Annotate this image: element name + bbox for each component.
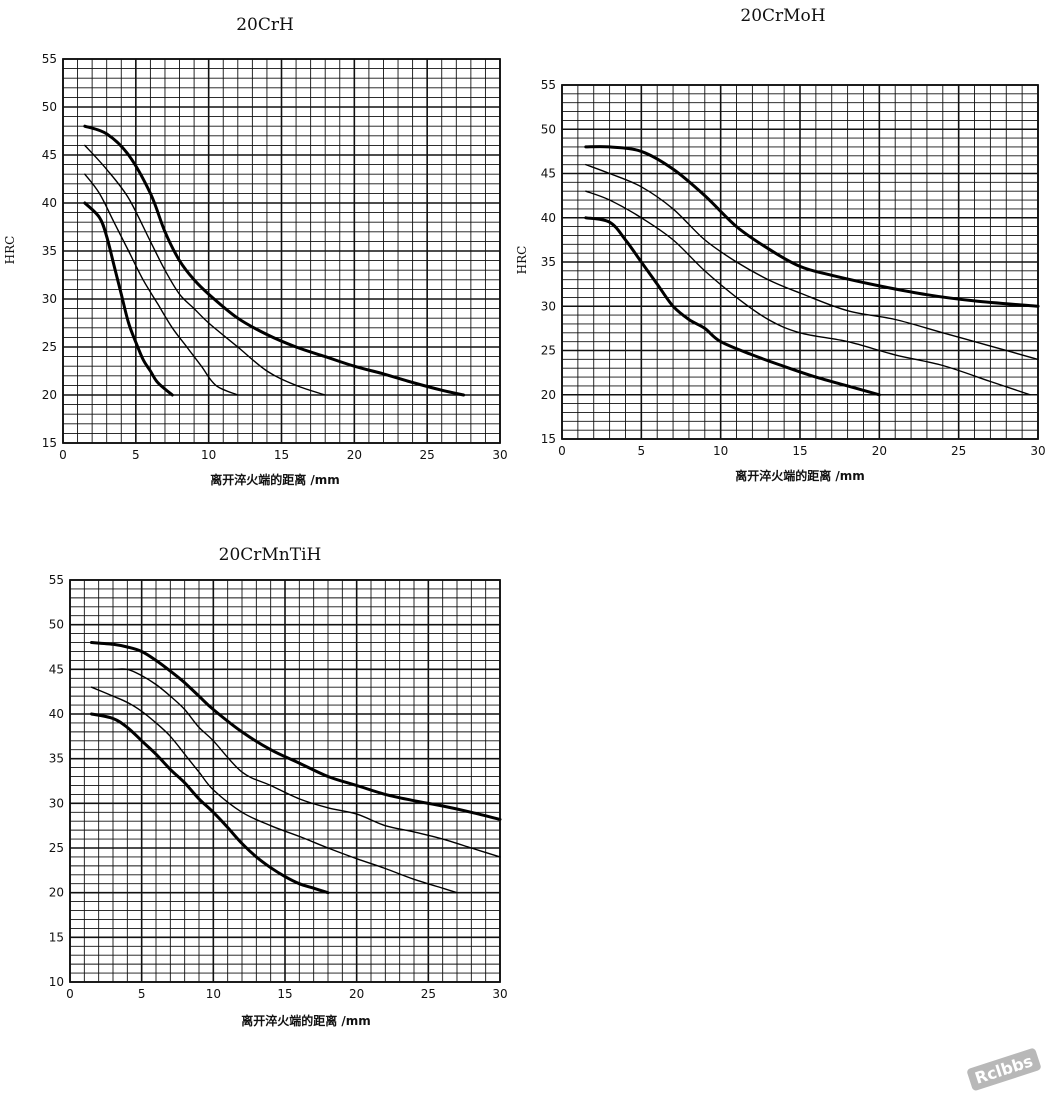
- x-tick-label: 20: [347, 448, 362, 462]
- series-line-1: [84, 144, 326, 396]
- chart-0: 0 5 10 15 20 25 30 15 20 25 30 35 40 45 50 55 20CrH 离开淬火端…: [3, 15, 508, 487]
- x-tick-label: 10: [713, 444, 728, 458]
- chart-title: 20CrMoH: [740, 6, 825, 26]
- x-tick-label: 20: [349, 987, 364, 1001]
- plot-frame: [69, 579, 501, 983]
- y-axis-label: HRC: [515, 246, 529, 275]
- x-tick-label: 30: [492, 987, 507, 1001]
- x-tick-label: 0: [66, 987, 74, 1001]
- plot-frame: [62, 58, 501, 444]
- plot-frame: [561, 84, 1039, 440]
- x-axis-label: 离开淬火端的距离 /mm: [210, 472, 340, 487]
- x-tick-label: 20: [872, 444, 887, 458]
- y-tick-label: 20: [42, 388, 57, 402]
- y-tick-label: 25: [42, 340, 57, 354]
- y-tick-label: 50: [541, 122, 556, 136]
- chart-1: 0 5 10 15 20 25 30 15 20 25 30 35 40 45 50 55 20CrMoH 离开淬…: [515, 6, 1046, 483]
- y-tick-label: 35: [49, 752, 64, 766]
- y-tick-label: 40: [42, 196, 57, 210]
- series-line-3: [83, 201, 174, 397]
- series-line-3: [90, 712, 330, 895]
- y-tick-label: 15: [49, 930, 64, 944]
- y-tick-label: 45: [42, 148, 57, 162]
- y-tick-label: 35: [42, 244, 57, 258]
- x-tick-label: 5: [132, 448, 140, 462]
- y-tick-label: 55: [541, 78, 556, 92]
- y-tick-label: 40: [49, 707, 64, 721]
- series-line-3: [584, 216, 881, 397]
- chart-2: 0 5 10 15 20 25 30 10 15 20 25 30 35 40 45 50 55 20CrMnTi…: [49, 545, 508, 1028]
- series-line-2: [84, 173, 239, 396]
- x-tick-label: 0: [558, 444, 566, 458]
- x-tick-label: 10: [206, 987, 221, 1001]
- x-tick-label: 15: [792, 444, 807, 458]
- y-tick-label: 45: [49, 662, 64, 676]
- series-line-1: [585, 163, 1039, 361]
- y-tick-label: 35: [541, 255, 556, 269]
- x-tick-label: 30: [492, 448, 507, 462]
- chart-title: 20CrMnTiH: [219, 545, 322, 565]
- x-tick-label: 25: [420, 448, 435, 462]
- x-tick-label: 25: [421, 987, 436, 1001]
- y-tick-label: 30: [42, 292, 57, 306]
- x-axis-label: 离开淬火端的距离 /mm: [735, 468, 865, 483]
- x-tick-label: 5: [138, 987, 146, 1001]
- grid: [561, 84, 1039, 440]
- y-tick-label: 25: [49, 841, 64, 855]
- x-tick-label: 25: [951, 444, 966, 458]
- y-tick-label: 40: [541, 211, 556, 225]
- series-line-2: [90, 686, 458, 894]
- y-tick-label: 25: [541, 344, 556, 358]
- y-tick-label: 30: [541, 299, 556, 313]
- series-line-0: [90, 641, 502, 821]
- series-line-0: [83, 124, 466, 397]
- y-tick-label: 15: [541, 432, 556, 446]
- y-tick-label: 55: [42, 52, 57, 66]
- y-tick-label: 20: [541, 388, 556, 402]
- chart-title: 20CrH: [236, 15, 294, 35]
- y-tick-label: 30: [49, 796, 64, 810]
- series-line-2: [585, 190, 1031, 396]
- series-line-1: [112, 668, 501, 858]
- x-tick-label: 0: [59, 448, 67, 462]
- y-axis-label: HRC: [3, 236, 17, 265]
- y-tick-label: 50: [42, 100, 57, 114]
- x-tick-label: 30: [1030, 444, 1045, 458]
- y-tick-label: 20: [49, 886, 64, 900]
- y-tick-label: 55: [49, 573, 64, 587]
- x-tick-label: 15: [277, 987, 292, 1001]
- x-axis-label: 离开淬火端的距离 /mm: [241, 1013, 371, 1028]
- x-tick-label: 10: [201, 448, 216, 462]
- y-tick-label: 45: [541, 167, 556, 181]
- x-tick-label: 15: [274, 448, 289, 462]
- y-tick-label: 10: [49, 975, 64, 989]
- grid: [69, 579, 501, 983]
- y-tick-label: 50: [49, 618, 64, 632]
- series-line-0: [584, 145, 1040, 308]
- y-tick-label: 15: [42, 436, 57, 450]
- x-tick-label: 5: [638, 444, 646, 458]
